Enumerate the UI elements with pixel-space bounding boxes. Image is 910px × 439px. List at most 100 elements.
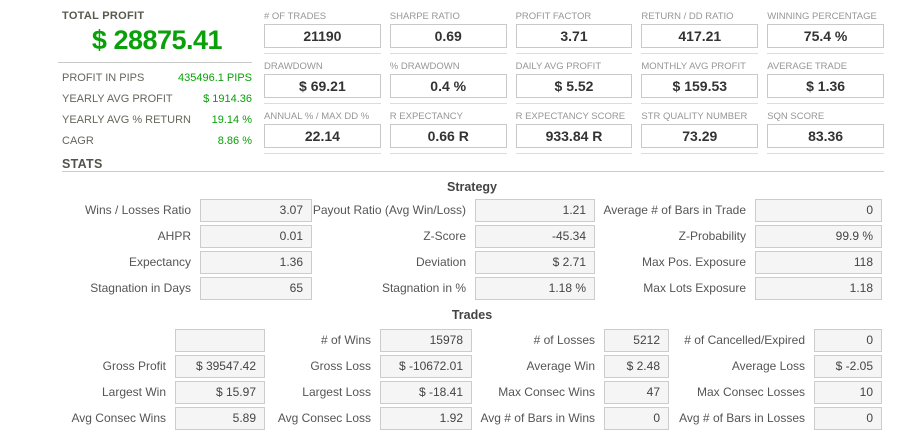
metric-label: STR QUALITY NUMBER [641, 111, 748, 122]
stat-value: 3.07 [200, 199, 312, 222]
metric-value: 21190 [264, 24, 381, 48]
metric-label: # OF TRADES [264, 11, 327, 22]
stat-value: 15978 [380, 329, 472, 352]
total-profit-value: $ 28875.41 [91, 25, 223, 55]
metric-label: R EXPECTANCY [389, 111, 463, 122]
stat-value: $ 39547.42 [175, 355, 265, 378]
overview-row: YEARLY AVG % RETURN 19.14 % [62, 110, 252, 131]
stat-label: Max Consec Losses [696, 385, 805, 399]
metric-value: $ 159.53 [641, 74, 759, 98]
stat-label: Gross Profit [102, 359, 166, 373]
metric-label: PROFIT FACTOR [515, 11, 592, 22]
stat-value: 1.18 % [475, 277, 595, 300]
metric-value: $ 1.36 [767, 74, 884, 98]
stat-label: Max Consec Wins [498, 385, 595, 399]
metric-value: 0.4 % [389, 74, 507, 98]
overview-row-label: PROFIT IN PIPS [62, 72, 145, 84]
metric-label: DAILY AVG PROFIT [515, 61, 602, 72]
stat-label: Deviation [415, 255, 466, 269]
metric-sharpe-ratio: SHARPE RATIO 0.69 [389, 10, 507, 54]
stat-value: 47 [604, 381, 669, 404]
stat-value: $ -10672.01 [380, 355, 472, 378]
metric-value: 0.66 R [389, 124, 507, 148]
stat-label: # of Cancelled/Expired [684, 333, 805, 347]
trades-stats-table: # of Wins 15978 # of Losses 5212 # of Ca… [62, 329, 882, 430]
overview-row: PROFIT IN PIPS 435496.1 PIPS [62, 68, 252, 89]
stat-label: Stagnation in % [381, 281, 466, 295]
metric-label: R EXPECTANCY SCORE [515, 111, 626, 122]
stat-label: AHPR [157, 229, 191, 243]
stat-label [62, 329, 175, 352]
metric-label: % DRAWDOWN [389, 61, 460, 72]
metric-label: SQN SCORE [767, 111, 825, 122]
metric-daily-avg-profit: DAILY AVG PROFIT $ 5.52 [515, 60, 633, 104]
metric-label: SHARPE RATIO [389, 11, 460, 22]
stat-label: Gross Loss [310, 359, 371, 373]
overview-row-label: CAGR [62, 135, 94, 147]
metric-num-trades: # OF TRADES 21190 [264, 10, 381, 54]
stat-value: 10 [814, 381, 882, 404]
stat-value: 0 [755, 199, 882, 222]
total-profit-divider [58, 62, 252, 63]
stat-value: 1.18 [755, 277, 882, 300]
overview-row: CAGR 8.86 % [62, 131, 252, 152]
stat-label: Average Win [526, 359, 595, 373]
metric-value: $ 5.52 [515, 74, 633, 98]
stat-value: 5212 [604, 329, 669, 352]
stat-value: $ 2.71 [475, 251, 595, 274]
stat-label: Largest Win [101, 385, 166, 399]
stat-label: Largest Loss [302, 385, 371, 399]
stat-value: $ 15.97 [175, 381, 265, 404]
metric-monthly-avg-profit: MONTHLY AVG PROFIT $ 159.53 [641, 60, 759, 104]
metric-r-expectancy-score: R EXPECTANCY SCORE 933.84 R [515, 110, 633, 154]
metric-value: 417.21 [641, 24, 759, 48]
metric-value: 933.84 R [515, 124, 633, 148]
total-profit-label: TOTAL PROFIT [62, 10, 145, 22]
stat-label: Max Pos. Exposure [641, 255, 746, 269]
stat-label: # of Wins [320, 333, 371, 347]
metric-value: 3.71 [515, 24, 633, 48]
metric-profit-factor: PROFIT FACTOR 3.71 [515, 10, 633, 54]
metric-label: ANNUAL % / MAX DD % [264, 111, 370, 122]
key-metrics-grid: # OF TRADES 21190 SHARPE RATIO 0.69 PROF… [264, 10, 884, 160]
stat-value: 1.92 [380, 407, 472, 430]
metric-average-trade: AVERAGE TRADE $ 1.36 [767, 60, 884, 104]
metric-value: 83.36 [767, 124, 884, 148]
overview-row-value: $ 1914.36 [203, 93, 252, 105]
metric-annual-pct-max-dd: ANNUAL % / MAX DD % 22.14 [264, 110, 381, 154]
stat-value: 0 [814, 407, 882, 430]
metric-sqn-score: SQN SCORE 83.36 [767, 110, 884, 154]
metric-value: 75.4 % [767, 24, 884, 48]
metric-value: 73.29 [641, 124, 759, 148]
stat-value: 118 [755, 251, 882, 274]
overview-row-value: 19.14 % [211, 114, 252, 126]
stat-value: 5.89 [175, 407, 265, 430]
stat-label: Z-Score [423, 229, 466, 243]
strategy-section-heading: Strategy [446, 180, 498, 194]
total-profit-panel: TOTAL PROFIT $ 28875.41 PROFIT IN PIPS 4… [58, 10, 252, 171]
metric-str-quality-number: STR QUALITY NUMBER 73.29 [641, 110, 759, 154]
stat-label: Expectancy [128, 255, 191, 269]
overview-row-value: 8.86 % [217, 135, 252, 147]
metric-winning-percentage: WINNING PERCENTAGE 75.4 % [767, 10, 884, 54]
metric-drawdown: DRAWDOWN $ 69.21 [264, 60, 381, 104]
stat-label: Avg # of Bars in Losses [679, 411, 805, 425]
stat-value: 0 [604, 407, 669, 430]
stat-value: 1.21 [475, 199, 595, 222]
metric-label: AVERAGE TRADE [767, 61, 848, 72]
stat-value: 0.01 [200, 225, 312, 248]
stat-label: Payout Ratio (Avg Win/Loss) [312, 203, 466, 217]
metric-value: 22.14 [264, 124, 381, 148]
metric-label: WINNING PERCENTAGE [767, 11, 877, 22]
stat-label: Wins / Losses Ratio [84, 203, 191, 217]
stat-value: $ -18.41 [380, 381, 472, 404]
stat-label: Stagnation in Days [90, 281, 191, 295]
metric-return-dd-ratio: RETURN / DD RATIO 417.21 [641, 10, 759, 54]
stat-value [175, 329, 265, 352]
stat-label: Max Lots Exposure [643, 281, 746, 295]
stat-label: Average Loss [731, 359, 805, 373]
metric-value: $ 69.21 [264, 74, 381, 98]
stat-label: Avg # of Bars in Wins [480, 411, 596, 425]
stat-value: $ 2.48 [604, 355, 669, 378]
